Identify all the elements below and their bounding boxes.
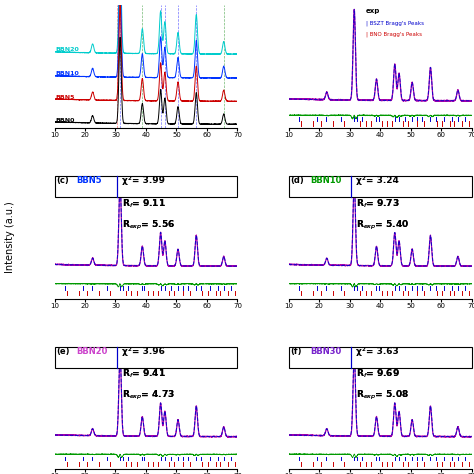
Text: BBN5: BBN5 (76, 176, 102, 185)
Text: (d): (d) (291, 176, 304, 185)
Text: R$_{exp}$= 4.73: R$_{exp}$= 4.73 (122, 389, 175, 402)
Text: (e): (e) (56, 347, 70, 356)
Text: χ²= 3.63: χ²= 3.63 (356, 347, 399, 356)
Text: R$_f$= 9.41: R$_f$= 9.41 (122, 368, 166, 381)
FancyBboxPatch shape (55, 176, 237, 198)
Text: (d): (d) (291, 176, 304, 185)
Text: R$_{exp}$= 5.40: R$_{exp}$= 5.40 (356, 219, 410, 232)
Text: R$_{exp}$= 5.56: R$_{exp}$= 5.56 (122, 219, 175, 232)
Text: R$_f$= 9.41: R$_f$= 9.41 (122, 368, 166, 381)
Text: (c): (c) (56, 176, 69, 185)
Text: BBN10: BBN10 (55, 72, 79, 76)
Text: R$_{exp}$= 5.08: R$_{exp}$= 5.08 (356, 389, 410, 402)
Text: BBN5: BBN5 (55, 95, 75, 100)
Text: BBN10: BBN10 (310, 176, 342, 185)
Text: R$_f$= 9.73: R$_f$= 9.73 (356, 198, 400, 210)
Text: R$_{exp}$= 5.08: R$_{exp}$= 5.08 (356, 389, 410, 402)
Text: BBN5: BBN5 (76, 176, 102, 185)
Text: R$_{exp}$= 5.40: R$_{exp}$= 5.40 (356, 219, 410, 232)
FancyBboxPatch shape (289, 347, 472, 368)
Text: BBN20: BBN20 (76, 347, 108, 356)
Text: BBN30: BBN30 (310, 347, 342, 356)
Text: | BSZT Bragg's Peaks: | BSZT Bragg's Peaks (365, 21, 424, 26)
Text: Intensity (a.u.): Intensity (a.u.) (5, 201, 15, 273)
Text: BBN10: BBN10 (310, 176, 342, 185)
Text: χ²= 3.24: χ²= 3.24 (356, 176, 399, 185)
Text: BBN20: BBN20 (55, 47, 79, 53)
Text: exp: exp (365, 9, 380, 14)
Text: BBN0: BBN0 (55, 118, 75, 123)
Text: χ²= 3.99: χ²= 3.99 (122, 176, 165, 185)
Text: R$_{exp}$= 4.73: R$_{exp}$= 4.73 (122, 389, 175, 402)
Text: R$_f$= 9.69: R$_f$= 9.69 (356, 368, 400, 381)
Text: (e): (e) (56, 347, 70, 356)
Text: R$_f$= 9.11: R$_f$= 9.11 (122, 198, 166, 210)
Text: R$_f$= 9.11: R$_f$= 9.11 (122, 198, 166, 210)
Text: R$_{exp}$= 5.56: R$_{exp}$= 5.56 (122, 219, 175, 232)
Text: χ²= 3.96: χ²= 3.96 (122, 347, 165, 356)
FancyBboxPatch shape (55, 347, 237, 368)
Text: (c): (c) (56, 176, 69, 185)
Text: BBN20: BBN20 (76, 347, 108, 356)
Text: R$_f$= 9.69: R$_f$= 9.69 (356, 368, 400, 381)
Text: | BNO Bragg's Peaks: | BNO Bragg's Peaks (365, 32, 421, 37)
FancyBboxPatch shape (289, 176, 472, 198)
Text: χ²= 3.99: χ²= 3.99 (122, 176, 165, 185)
Text: BBN30: BBN30 (310, 347, 342, 356)
Text: χ²= 3.63: χ²= 3.63 (356, 347, 399, 356)
Text: R$_f$= 9.73: R$_f$= 9.73 (356, 198, 400, 210)
Text: (f): (f) (291, 347, 302, 356)
Text: (f): (f) (291, 347, 302, 356)
Text: χ²= 3.96: χ²= 3.96 (122, 347, 165, 356)
Text: χ²= 3.24: χ²= 3.24 (356, 176, 399, 185)
